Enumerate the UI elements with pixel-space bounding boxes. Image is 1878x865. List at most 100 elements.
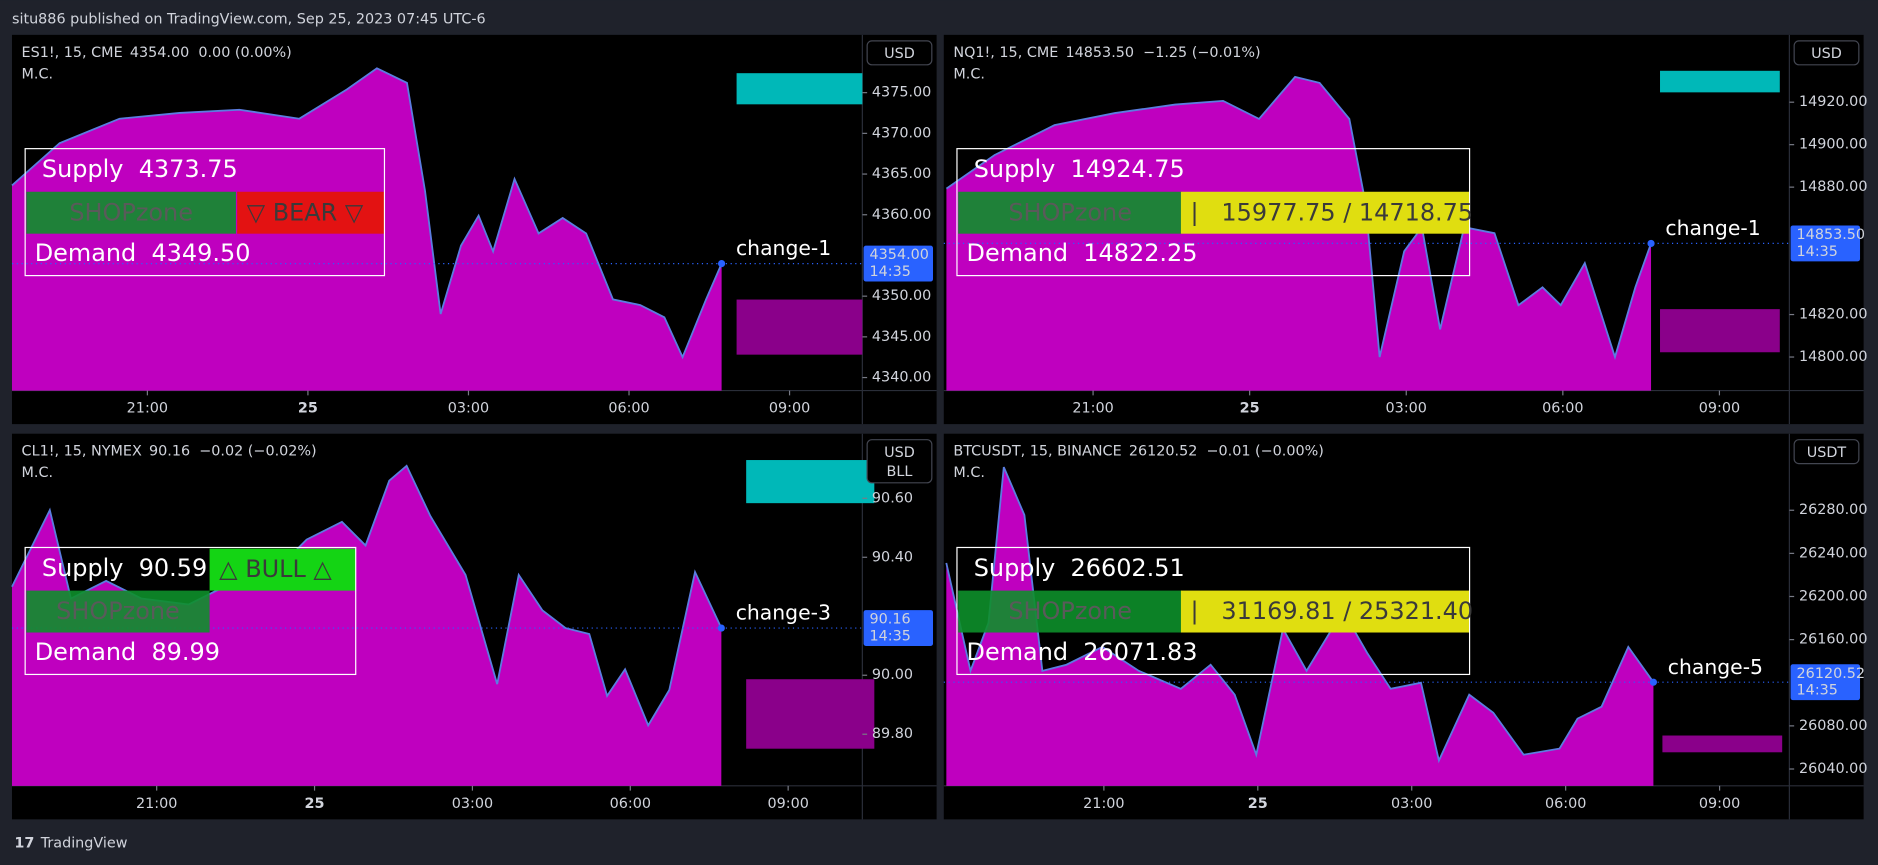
x-tick-label: 09:00	[769, 401, 810, 417]
supply-text: Supply 90.59	[42, 554, 207, 582]
indicator: M.C.	[953, 66, 985, 82]
currency-box	[866, 40, 933, 66]
y-tick-label: 14800.00	[1799, 349, 1868, 365]
x-tick-label: 09:00	[767, 796, 808, 812]
price-label-bg	[863, 245, 934, 282]
x-tick-label: 03:00	[1391, 796, 1432, 812]
last-price-dot	[1647, 239, 1655, 248]
footer-brand: TradingView	[40, 835, 128, 851]
shopzone-text: SHOPzone	[56, 597, 180, 625]
y-tick-label: 4340.00	[872, 370, 931, 386]
symbol: ES1!, 15, CME	[22, 45, 123, 61]
y-tick-label: 26200.00	[1799, 588, 1868, 604]
price-label-bg	[1790, 225, 1861, 262]
supply-zone	[736, 73, 863, 105]
countdown: 14:35	[870, 264, 911, 280]
y-tick-label: 14820.00	[1799, 307, 1868, 323]
y-tick-label: 26280.00	[1799, 502, 1868, 518]
price-info: 4354.00 0.00 (0.00%)	[130, 45, 292, 61]
currency-box	[866, 439, 933, 484]
shopzone-text: SHOPzone	[1008, 597, 1132, 625]
annotation: change-1	[1665, 216, 1760, 240]
y-tick-label: 4350.00	[872, 288, 931, 304]
x-tick-label: 21:00	[127, 401, 168, 417]
signal-fill	[1180, 191, 1470, 234]
signal-fill	[1180, 590, 1470, 633]
symbol: BTCUSDT, 15, BINANCE	[953, 444, 1121, 460]
price-line	[945, 75, 1652, 361]
y-tick-label: 26080.00	[1799, 718, 1868, 734]
y-tick-label: 14880.00	[1799, 179, 1868, 195]
currency: USD	[884, 46, 915, 62]
shopzone-fill	[26, 191, 236, 234]
y-tick-label: 4345.00	[872, 329, 931, 345]
price-line	[11, 67, 723, 360]
signal-fill	[237, 191, 385, 234]
zone-box	[956, 546, 1471, 676]
currency: USDT	[1807, 445, 1847, 461]
signal-fill	[209, 548, 356, 591]
price-info: 26120.52 −0.01 (−0.00%)	[1129, 444, 1324, 460]
demand-zone	[1662, 735, 1783, 753]
demand-zone	[1660, 309, 1780, 353]
x-tick-label: 09:00	[1699, 796, 1740, 812]
y-tick-label: 4370.00	[872, 125, 931, 141]
y-tick-label: 89.80	[872, 726, 913, 742]
demand-text: Demand 89.99	[35, 638, 220, 666]
x-tick-label: 21:00	[1072, 401, 1113, 417]
x-tick-label: 21:00	[1083, 796, 1124, 812]
y-tick-label: 26160.00	[1799, 632, 1868, 648]
x-tick-label: 06:00	[608, 401, 649, 417]
shopzone-text: SHOPzone	[1008, 198, 1132, 226]
y-tick-label: 14900.00	[1799, 137, 1868, 153]
price-info: 90.16 −0.02 (−0.02%)	[149, 444, 317, 460]
demand-text: Demand 14822.25	[967, 239, 1198, 267]
supply-text: Supply 26602.51	[974, 554, 1185, 582]
price-label: 4354.00	[870, 247, 929, 263]
y-tick-label: 14920.00	[1799, 94, 1868, 110]
last-price-dot	[1649, 678, 1657, 686]
y-tick-label: 26240.00	[1799, 545, 1868, 561]
price-label: 14853.50	[1797, 227, 1866, 243]
symbol: CL1!, 15, NYMEX	[22, 444, 142, 460]
signal-text: | 15977.75 / 14718.75	[1191, 198, 1474, 226]
indicator: M.C.	[22, 465, 54, 481]
y-tick-label: 4360.00	[872, 207, 931, 223]
price-label-bg	[863, 610, 934, 647]
price-area	[946, 467, 1654, 786]
last-price-dot	[718, 260, 726, 268]
price-label: 26120.52	[1797, 666, 1866, 682]
y-tick-label: 26040.00	[1799, 761, 1868, 777]
x-tick-label: 06:00	[1542, 401, 1583, 417]
demand-zone	[746, 679, 875, 749]
x-tick-label: 25	[1240, 401, 1260, 417]
currency: USD	[1811, 46, 1842, 62]
shopzone-fill	[958, 590, 1183, 633]
signal-text: △ BULL △	[219, 555, 332, 583]
countdown: 14:35	[870, 628, 911, 644]
currency-box	[1793, 40, 1860, 66]
x-tick-label: 03:00	[1386, 401, 1427, 417]
symbol: NQ1!, 15, CME	[953, 45, 1058, 61]
countdown: 14:35	[1797, 683, 1838, 699]
signal-text: | 31169.81 / 25321.40	[1191, 597, 1474, 625]
x-tick-label: 25	[1248, 796, 1268, 812]
y-tick-label: 90.60	[872, 490, 913, 506]
price-label-bg	[1790, 664, 1861, 701]
publish-info: situ886 published on TradingView.com, Se…	[12, 11, 486, 27]
price-area	[946, 76, 1652, 391]
price-label: 90.16	[870, 612, 911, 628]
currency: USD	[884, 445, 915, 461]
currency: BLL	[887, 464, 913, 480]
signal-text: ▽ BEAR ▽	[247, 198, 364, 226]
demand-text: Demand 26071.83	[967, 638, 1198, 666]
annotation: change-3	[736, 601, 831, 625]
indicator: M.C.	[953, 465, 985, 481]
supply-zone	[746, 460, 875, 504]
x-tick-label: 21:00	[136, 796, 177, 812]
zone-box	[956, 148, 1471, 277]
y-tick-label: 90.00	[872, 667, 913, 683]
supply-zone	[1660, 70, 1780, 93]
y-tick-label: 4375.00	[872, 85, 931, 101]
logo: 𝟭𝟳	[14, 835, 34, 851]
